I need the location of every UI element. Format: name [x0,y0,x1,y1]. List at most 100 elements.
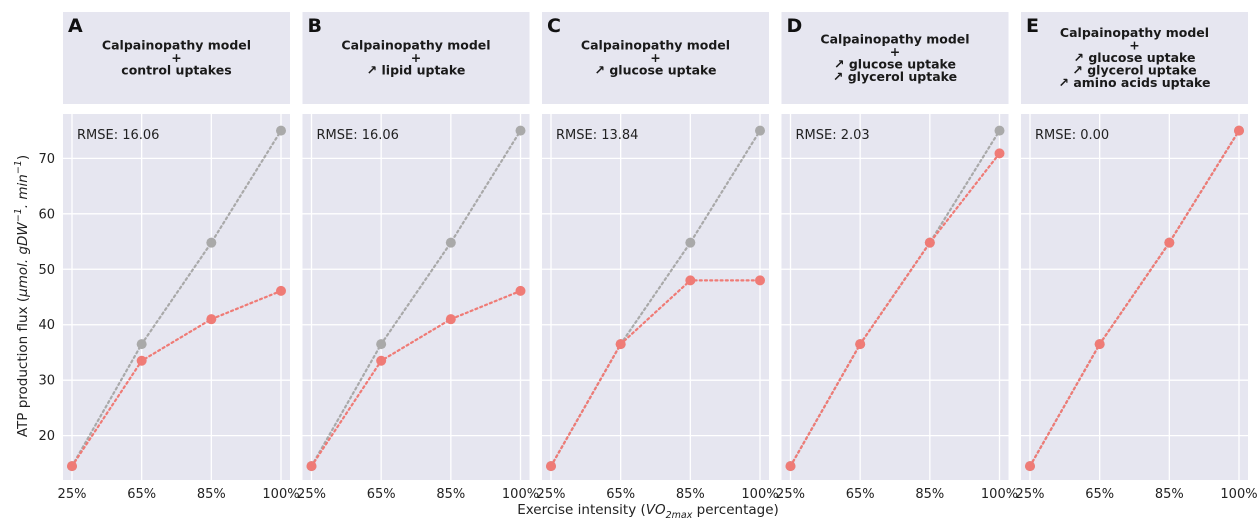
data-point-model [67,461,77,472]
data-point-model [1164,237,1175,248]
panel-letter: B [308,15,322,37]
data-point-reference [376,339,387,350]
series-line-reference [310,129,522,468]
x-tick-label: 100% [981,487,1018,502]
panel-title-line: control uptakes [121,63,231,78]
panel-letter: D [787,15,803,37]
panel-title-line: ↗ lipid uptake [367,63,466,78]
panel-e: E Calpainopathy model+↗ glucose uptake↗ g… [1016,12,1258,502]
series-line-model [789,152,1001,468]
y-tick-label: 70 [38,152,55,167]
panel-letter: C [547,15,561,37]
data-point-reference [136,339,147,350]
x-tick-label: 65% [1085,487,1114,502]
rmse-annotation: RMSE: 16.06 [77,128,159,143]
y-tick-label: 40 [38,318,55,333]
data-point-model [994,148,1005,159]
x-tick-label: 25% [58,487,87,502]
panel-title-line: ↗ glucose uptake [1074,50,1196,65]
x-tick-label: 85% [1155,487,1184,502]
panel-title-line: + [411,50,421,65]
panel-header-box [63,12,290,104]
x-tick-label: 25% [1016,487,1045,502]
rmse-annotation: RMSE: 0.00 [1035,128,1109,143]
panel-letter: A [68,15,83,37]
x-tick-label: 65% [127,487,156,502]
panel-c: C Calpainopathy model+↗ glucose uptake 25%… [537,12,779,502]
x-tick-label: 100% [262,487,299,502]
panel-header-box [1021,12,1248,104]
panel-header-box [302,12,530,104]
y-tick-label: 60 [38,207,55,222]
rmse-annotation: RMSE: 13.84 [556,128,638,143]
panel-title-line: ↗ glucose uptake [595,63,717,78]
x-tick-label: 25% [776,487,805,502]
data-point-model [276,285,286,296]
panel-title-line: Calpainopathy model [820,31,969,46]
panel-title-line: Calpainopathy model [581,38,730,53]
data-point-model [685,275,696,286]
y-tick-label: 30 [38,374,55,389]
data-point-reference [685,237,696,248]
plot-area [542,114,769,480]
panel-title-line: ↗ glycerol uptake [1072,63,1196,78]
x-tick-label: 100% [502,487,539,502]
x-tick-label: 85% [915,487,944,502]
data-point-model [1234,125,1244,136]
panel-title-line: ↗ glucose uptake [834,56,956,71]
panel-b: B Calpainopathy model+↗ lipid uptake 25% 65… [297,12,539,502]
panel-title-line: + [171,50,181,65]
data-point-model [206,314,217,325]
data-point-reference [276,125,286,136]
data-point-reference [755,125,765,136]
data-point-reference [206,237,217,248]
x-tick-label: 85% [676,487,705,502]
panel-title-line: + [1129,38,1139,53]
series-line-reference [70,129,283,468]
plot-area [1021,114,1248,480]
data-point-model [615,339,626,350]
plot-area [302,114,530,480]
data-point-model [855,339,866,350]
x-tick-label: 100% [1220,487,1257,502]
panel-header-box [542,12,769,104]
panel-title-line: Calpainopathy model [341,38,490,53]
panel-letter: E [1026,15,1039,37]
rmse-annotation: RMSE: 16.06 [317,128,399,143]
x-tick-label: 65% [846,487,875,502]
x-tick-label: 65% [606,487,635,502]
x-tick-label: 100% [741,487,778,502]
data-point-model [785,461,796,472]
data-point-reference [515,125,526,136]
data-point-model [546,461,556,472]
panel-a: A Calpainopathy model+control uptakes 20 30… [38,12,300,502]
x-tick-label: 65% [367,487,396,502]
data-point-reference [445,237,456,248]
x-tick-label: 25% [537,487,566,502]
data-point-model [1094,339,1105,350]
panel-title-line: ↗ glycerol uptake [833,69,957,84]
panel-d: D Calpainopathy model+↗ glucose uptake↗ g… [776,12,1018,502]
data-point-model [1025,461,1035,472]
data-point-model [306,461,317,472]
data-point-model [136,355,147,366]
series-line-model [549,279,762,468]
series-line-model [310,289,522,468]
panel-title-line: ↗ amino acids uptake [1059,75,1211,90]
x-tick-label: 85% [197,487,226,502]
plot-area [63,114,290,480]
panel-title-line: + [890,44,900,59]
panel-header-box [781,12,1009,104]
series-line-model [1028,129,1241,468]
panel-title-line: + [650,50,660,65]
data-point-model [445,314,456,325]
panel-title-line: Calpainopathy model [102,38,251,53]
y-tick-label: 20 [38,429,55,444]
x-tick-label: 85% [436,487,465,502]
data-point-model [755,275,765,286]
data-point-model [924,237,935,248]
series-line-model [70,289,283,468]
data-point-reference [994,125,1005,136]
x-tick-label: 25% [297,487,326,502]
